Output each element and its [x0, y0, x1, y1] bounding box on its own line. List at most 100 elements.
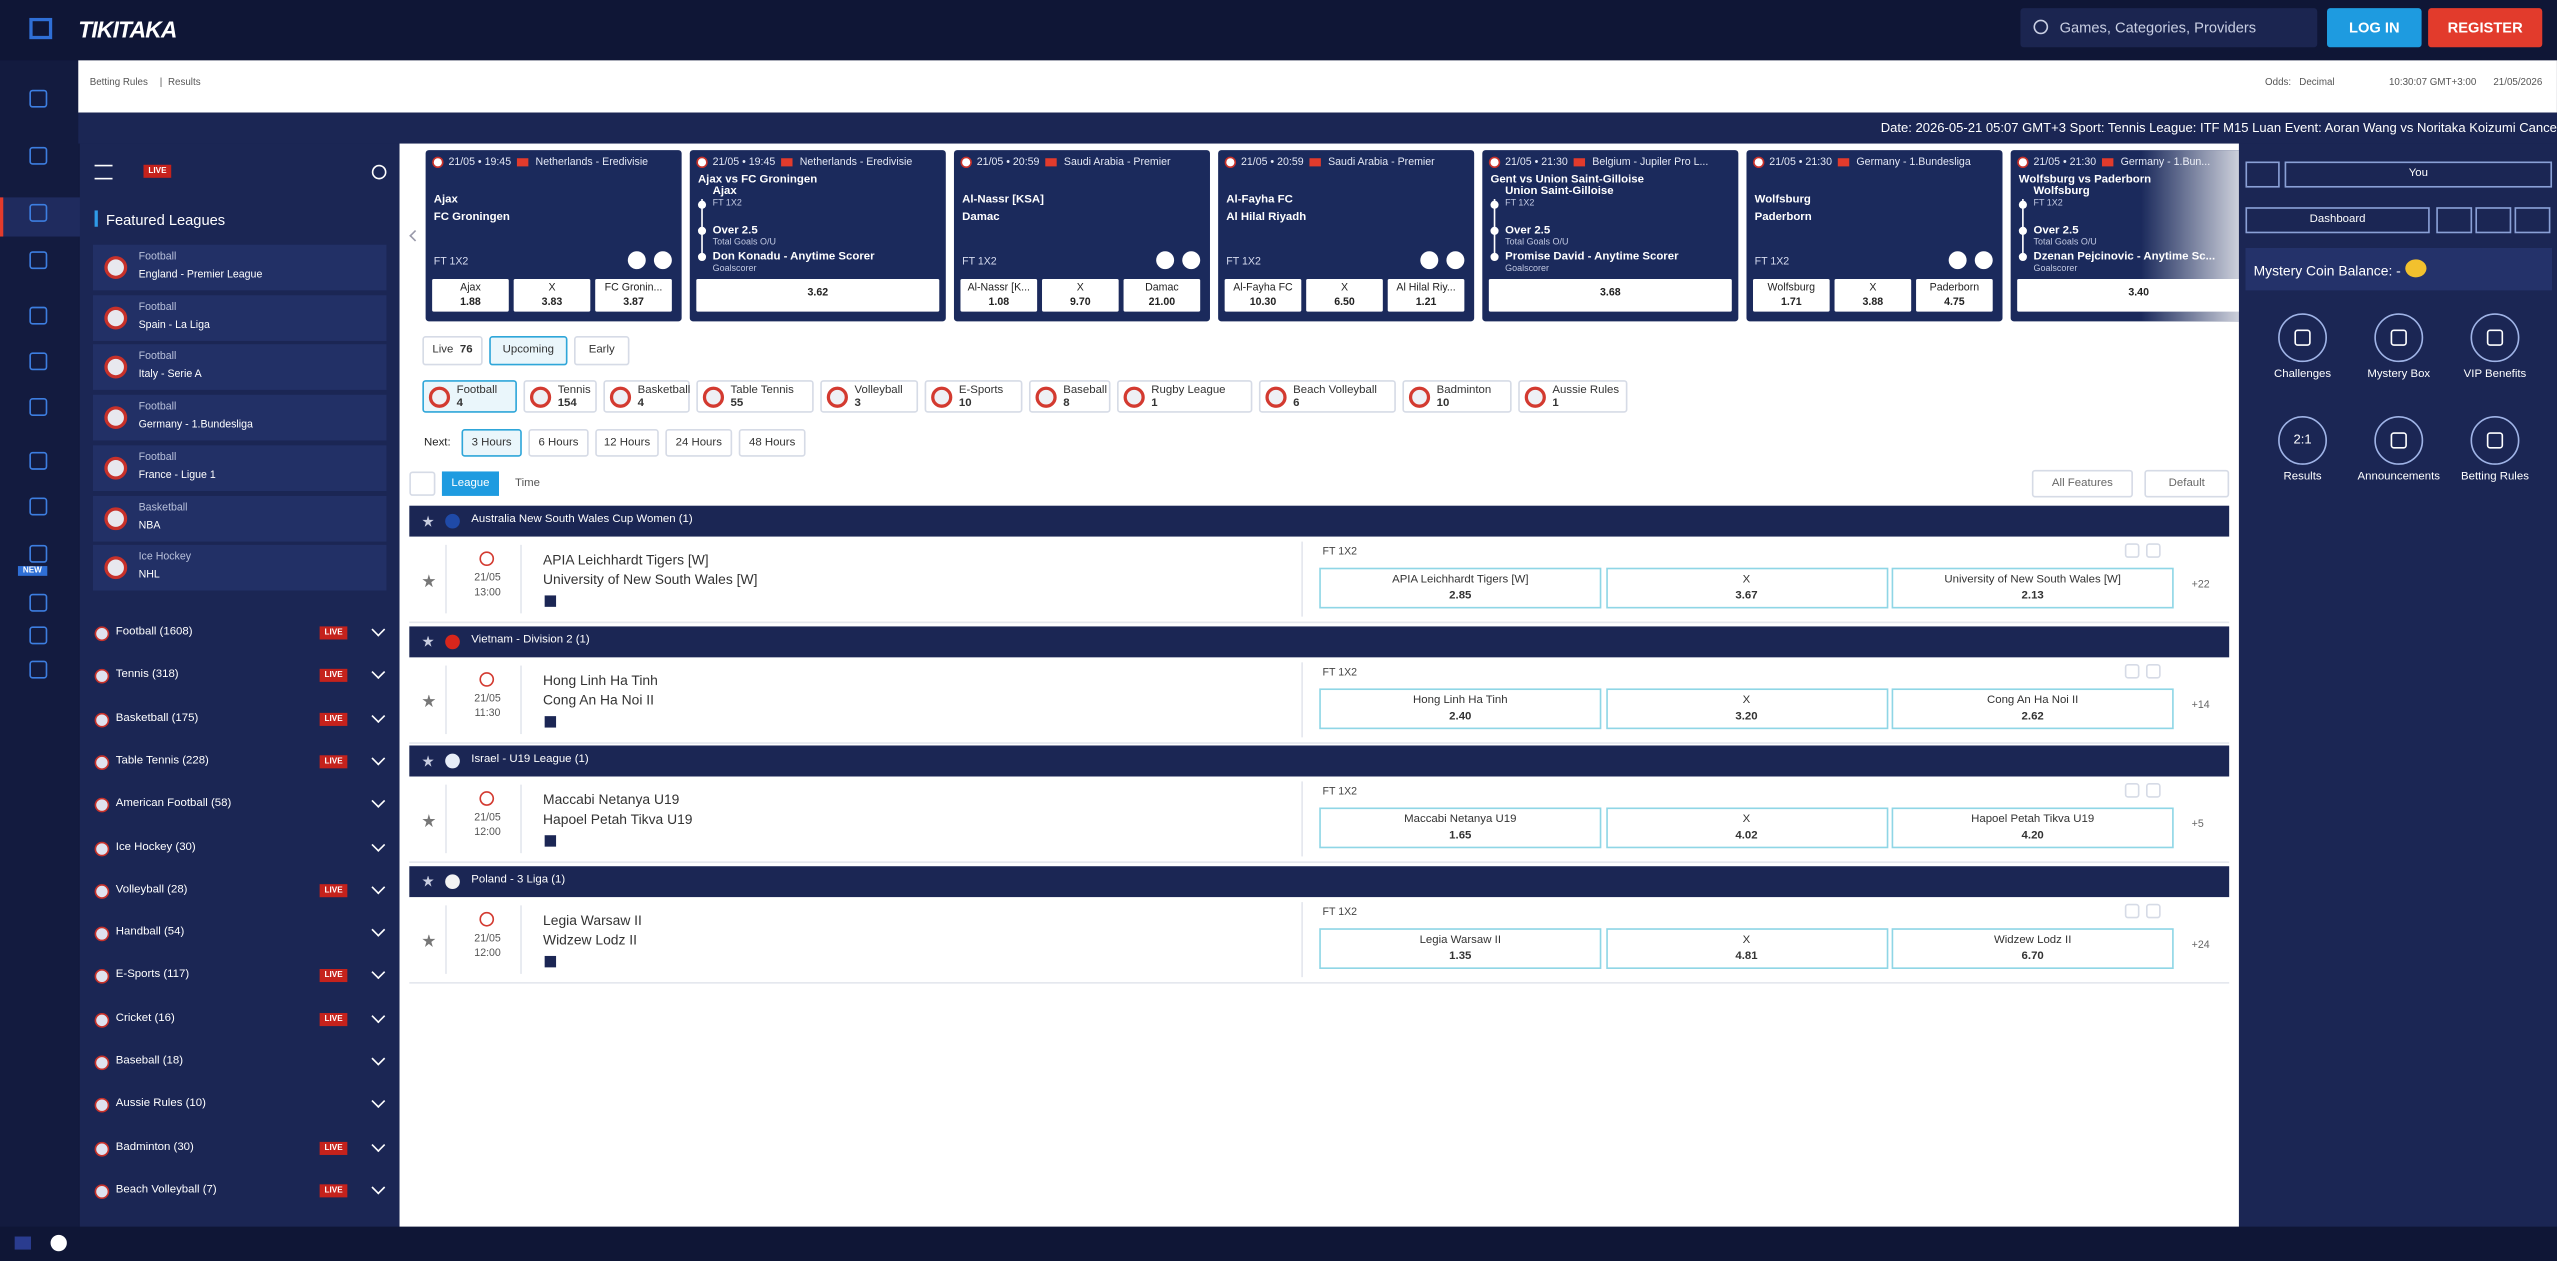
odds-button[interactable]: FC Gronin... 3.87: [595, 278, 672, 312]
sport-row[interactable]: Beach Volleyball (7) LIVE: [80, 1176, 400, 1209]
more-markets[interactable]: +14: [2191, 699, 2210, 711]
odds-button[interactable]: APIA Leichhardt Tigers [W] 2.85: [1319, 567, 1602, 609]
rail-icon[interactable]: [29, 203, 48, 222]
sport-row[interactable]: Handball (54): [80, 919, 400, 952]
sport-filter[interactable]: Basketball 4: [603, 380, 690, 413]
featured-card[interactable]: 21/05 • 19:45 Netherlands - Eredivisie Aja…: [425, 150, 682, 322]
tool-button[interactable]: [2475, 207, 2512, 234]
row-nav[interactable]: [2124, 902, 2140, 918]
sport-row[interactable]: Volleyball (28) LIVE: [80, 876, 400, 909]
league-header[interactable]: Australia New South Wales Cup Women (1): [409, 505, 2230, 537]
star-icon[interactable]: [422, 875, 434, 887]
featured-league[interactable]: Football Italy - Serie A: [92, 344, 387, 391]
sport-row[interactable]: Cricket (16) LIVE: [80, 1004, 400, 1037]
row-nav[interactable]: [2124, 783, 2140, 798]
featured-card[interactable]: 21/05 • 19:45 Netherlands - Eredivisie Aja…: [689, 150, 946, 322]
away-team[interactable]: Widzew Lodz II: [543, 930, 638, 947]
item-icon[interactable]: [2470, 313, 2520, 363]
featured-card[interactable]: 21/05 • 20:59 Saudi Arabia - Premier Al-Na…: [953, 150, 1210, 322]
odds-button[interactable]: Hong Linh Ha Tinh 2.40: [1319, 687, 1602, 729]
sport-filter[interactable]: Badminton 10: [1402, 380, 1512, 413]
tab[interactable]: Early: [574, 336, 630, 366]
league-header[interactable]: Poland - 3 Liga (1): [409, 865, 2230, 897]
tab[interactable]: Live 76: [422, 336, 483, 366]
rail-icon[interactable]: [29, 626, 48, 645]
odds-select[interactable]: Decimal: [2299, 78, 2335, 89]
tool-button[interactable]: [2514, 207, 2551, 234]
tab[interactable]: Upcoming: [489, 336, 568, 366]
stats-icon[interactable]: [544, 595, 557, 607]
star-icon[interactable]: [422, 635, 434, 647]
item-label[interactable]: Results: [2283, 471, 2322, 483]
rail-icon[interactable]: [29, 497, 48, 516]
builder-price[interactable]: 3.62: [696, 278, 940, 312]
language-flag[interactable]: [14, 1236, 31, 1250]
row-nav[interactable]: [2146, 543, 2161, 558]
sport-row[interactable]: American Football (58): [80, 790, 400, 823]
more-markets[interactable]: +24: [2191, 938, 2210, 951]
odds-button[interactable]: Damac 21.00: [1123, 278, 1201, 312]
row-nav[interactable]: [2146, 902, 2161, 918]
you-button[interactable]: You: [2284, 161, 2553, 188]
next-option[interactable]: 6 Hours: [528, 429, 589, 457]
odds-button[interactable]: X 3.20: [1605, 687, 1888, 729]
row-nav[interactable]: [2124, 663, 2140, 678]
more-markets[interactable]: +5: [2191, 818, 2204, 831]
rail-icon[interactable]: [29, 89, 48, 108]
odds-button[interactable]: Paderborn 4.75: [1916, 278, 1993, 312]
odds-button[interactable]: Al-Nassr [K... 1.08: [960, 278, 1038, 312]
next-option[interactable]: 3 Hours: [461, 429, 522, 457]
sport-filter[interactable]: E-Sports 10: [924, 380, 1023, 413]
sport-row[interactable]: Aussie Rules (10): [80, 1090, 400, 1123]
row-nav[interactable]: [2146, 663, 2161, 678]
league-header[interactable]: Vietnam - Division 2 (1): [409, 625, 2230, 657]
featured-league[interactable]: Basketball NBA: [92, 495, 387, 541]
sport-filter[interactable]: Aussie Rules 1: [1518, 380, 1628, 413]
sport-filter[interactable]: Table Tennis 55: [696, 380, 814, 413]
order-select[interactable]: Default: [2144, 469, 2230, 498]
item-label[interactable]: Announcements: [2357, 471, 2441, 483]
live-badge[interactable]: LIVE: [143, 164, 172, 178]
sport-filter[interactable]: Beach Volleyball 6: [1258, 380, 1396, 413]
item-icon[interactable]: [2374, 313, 2424, 363]
item-label[interactable]: Betting Rules: [2461, 471, 2529, 483]
odds-button[interactable]: Cong An Ha Noi II 2.62: [1891, 687, 2174, 729]
sport-filter[interactable]: Rugby League 1: [1117, 380, 1253, 413]
carousel-prev-arrow[interactable]: [409, 229, 421, 242]
sport-filter[interactable]: Volleyball 3: [820, 380, 919, 413]
row-nav[interactable]: [2146, 783, 2161, 798]
league-header[interactable]: Israel - U19 League (1): [409, 745, 2230, 777]
away-team[interactable]: Hapoel Petah Tikva U19: [543, 810, 693, 828]
sport-row[interactable]: E-Sports (117) LIVE: [80, 961, 400, 994]
hamburger[interactable]: [94, 164, 113, 180]
card-nav[interactable]: [1156, 251, 1175, 270]
card-nav[interactable]: [653, 251, 672, 270]
odds-button[interactable]: Al-Fayha FC 10.30: [1224, 278, 1302, 312]
rail-icon[interactable]: [29, 544, 48, 563]
rail-icon[interactable]: [29, 451, 48, 470]
sort-option[interactable]: League: [441, 471, 499, 496]
away-team[interactable]: Cong An Ha Noi II: [543, 690, 654, 708]
rail-icon[interactable]: [29, 306, 48, 325]
sub-link[interactable]: Results: [167, 78, 201, 89]
next-option[interactable]: 24 Hours: [665, 429, 733, 457]
card-nav[interactable]: [1974, 251, 1993, 270]
collapse-button[interactable]: [409, 471, 436, 496]
login-button[interactable]: LOG IN: [2327, 8, 2422, 48]
odds-button[interactable]: Al Hilal Riy... 1.21: [1387, 278, 1465, 312]
item-label[interactable]: Challenges: [2273, 368, 2332, 381]
item-icon[interactable]: 2:1: [2278, 415, 2328, 465]
odds-button[interactable]: Hapoel Petah Tikva U19 4.20: [1891, 807, 2174, 849]
item-icon[interactable]: [2470, 415, 2520, 465]
item-icon[interactable]: [2278, 313, 2328, 363]
star-icon[interactable]: [422, 574, 436, 588]
features-select[interactable]: All Features: [2031, 469, 2133, 498]
odds-button[interactable]: Widzew Lodz II 6.70: [1891, 927, 2174, 969]
odds-button[interactable]: X 9.70: [1042, 278, 1119, 312]
odds-button[interactable]: University of New South Wales [W] 2.13: [1891, 567, 2174, 609]
betslip-icon[interactable]: [2245, 161, 2280, 188]
odds-button[interactable]: Ajax 1.88: [432, 278, 509, 312]
odds-button[interactable]: X 6.50: [1306, 278, 1383, 312]
stats-icon[interactable]: [544, 715, 557, 727]
